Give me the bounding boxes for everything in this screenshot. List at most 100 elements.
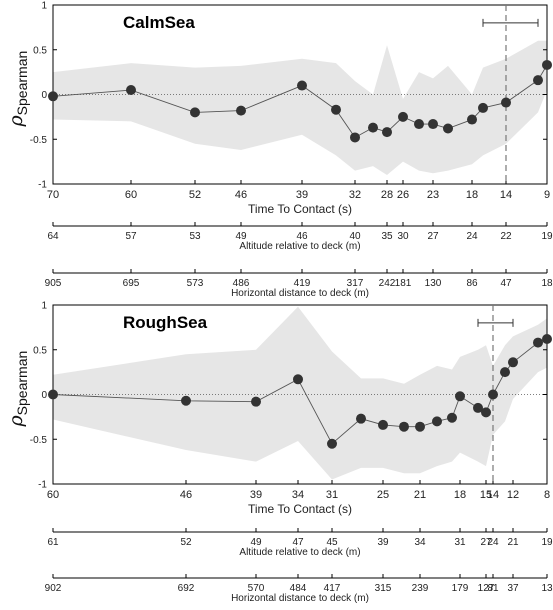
data-point: [356, 413, 366, 424]
data-point: [443, 123, 453, 134]
aux-tick-label: 573: [187, 278, 204, 289]
data-point: [508, 357, 518, 368]
aux-tick-label: 315: [375, 583, 392, 594]
aux-tick-label: 242: [379, 278, 396, 289]
data-point: [542, 59, 552, 70]
data-point: [488, 389, 498, 400]
aux-tick-label: 18: [541, 278, 553, 289]
y-tick-label: 0: [41, 90, 47, 101]
aux-axis-label: Horizontal distance to deck (m): [231, 593, 369, 604]
aux-tick-label: 127: [478, 583, 495, 594]
data-point: [428, 119, 438, 130]
data-point: [378, 419, 388, 430]
data-point: [500, 367, 510, 378]
data-point: [399, 421, 409, 432]
x-tick-label: 28: [381, 189, 393, 201]
x-tick-label: 31: [326, 489, 338, 501]
x-tick-label: 15: [480, 489, 492, 501]
x-tick-label: 60: [47, 489, 59, 501]
data-point: [48, 389, 58, 400]
data-point: [190, 107, 200, 118]
aux-tick-label: 47: [292, 537, 304, 548]
aux-tick-label: 53: [189, 231, 201, 242]
data-point: [481, 407, 491, 418]
y-tick-label: 0.5: [33, 345, 47, 356]
y-tick-label: 1: [41, 301, 47, 312]
x-tick-label: 18: [454, 489, 466, 501]
aux-tick-label: 49: [250, 537, 262, 548]
data-point: [327, 438, 337, 449]
aux-tick-label: 47: [500, 278, 512, 289]
x-tick-label: 60: [125, 189, 137, 201]
data-point: [414, 119, 424, 130]
aux-axis-label: Horizontal distance to deck (m): [231, 288, 369, 299]
aux-tick-label: 417: [324, 583, 341, 594]
data-point: [48, 91, 58, 102]
aux-tick-label: 317: [347, 278, 364, 289]
x-tick-label: 32: [349, 189, 361, 201]
aux-tick-label: 64: [47, 231, 59, 242]
aux-tick-label: 35: [381, 231, 393, 242]
aux-tick-label: 39: [377, 537, 389, 548]
x-tick-label: 46: [180, 489, 192, 501]
y-tick-label: -0.5: [30, 435, 48, 446]
confidence-band: [53, 40, 547, 176]
aux-tick-label: 34: [414, 537, 426, 548]
x-axis-label: Time To Contact (s): [248, 502, 352, 516]
aux-tick-label: 40: [349, 231, 361, 242]
aux-tick-label: 419: [294, 278, 311, 289]
data-point: [467, 114, 477, 125]
x-tick-label: 52: [189, 189, 201, 201]
x-tick-label: 70: [47, 189, 59, 201]
data-point: [533, 75, 543, 86]
aux-tick-label: 37: [507, 583, 519, 594]
aux-tick-label: 27: [480, 537, 492, 548]
data-point: [533, 337, 543, 348]
aux-tick-label: 13: [541, 583, 553, 594]
y-tick-label: 0: [41, 390, 47, 401]
aux-tick-label: 49: [235, 231, 247, 242]
x-tick-label: 21: [414, 489, 426, 501]
data-point: [542, 334, 552, 345]
x-tick-label: 9: [544, 189, 550, 201]
y-tick-label: 1: [41, 1, 47, 12]
aux-tick-label: 239: [412, 583, 429, 594]
data-point: [350, 132, 360, 143]
aux-tick-label: 695: [123, 278, 140, 289]
aux-tick-label: 45: [326, 537, 338, 548]
data-point: [473, 402, 483, 413]
aux-tick-label: 57: [125, 231, 137, 242]
confidence-band: [53, 306, 547, 480]
data-point: [368, 122, 378, 133]
x-tick-label: 25: [377, 489, 389, 501]
aux-tick-label: 19: [541, 231, 553, 242]
y-tick-label: -1: [38, 180, 47, 191]
y-axis-label: ρSpearman: [5, 351, 30, 428]
aux-tick-label: 86: [466, 278, 478, 289]
aux-tick-label: 81: [487, 583, 499, 594]
x-tick-label: 14: [500, 189, 512, 201]
x-tick-label: 39: [250, 489, 262, 501]
data-point: [455, 391, 465, 402]
aux-tick-label: 27: [427, 231, 439, 242]
data-point: [236, 105, 246, 116]
aux-tick-label: 31: [454, 537, 466, 548]
aux-axis-label: Altitude relative to deck (m): [239, 547, 360, 558]
x-tick-label: 26: [397, 189, 409, 201]
data-point: [181, 395, 191, 406]
aux-tick-label: 24: [466, 231, 478, 242]
y-tick-label: -0.5: [30, 135, 48, 146]
aux-tick-label: 484: [290, 583, 307, 594]
aux-tick-label: 130: [425, 278, 442, 289]
data-point: [447, 412, 457, 423]
x-tick-label: 23: [427, 189, 439, 201]
x-tick-label: 12: [507, 489, 519, 501]
y-tick-label: -1: [38, 480, 47, 491]
aux-tick-label: 22: [500, 231, 512, 242]
aux-tick-label: 905: [45, 278, 62, 289]
x-tick-label: 18: [466, 189, 478, 201]
aux-tick-label: 692: [178, 583, 195, 594]
